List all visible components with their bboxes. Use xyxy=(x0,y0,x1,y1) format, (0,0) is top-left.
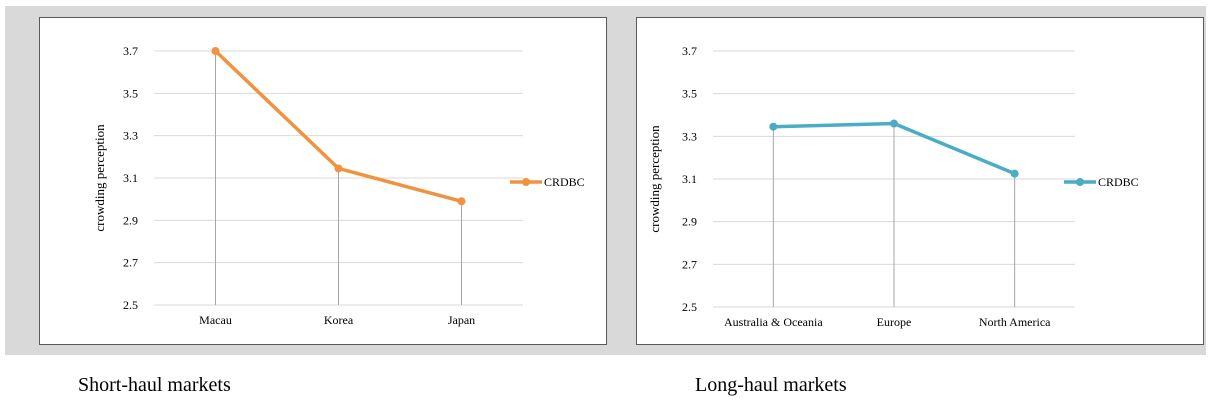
data-point xyxy=(890,119,898,128)
short-haul-caption: Short-haul markets xyxy=(78,374,231,396)
y-tick-label: 3.7 xyxy=(123,44,138,58)
y-tick-label: 3.1 xyxy=(123,171,138,185)
long-haul-chart-svg: 2.5 2.7 2.9 3.1 3.3 3.5 3.7 crowding perception… xyxy=(647,44,1139,329)
y-tick-label: 3.5 xyxy=(682,87,697,101)
y-tick-label: 2.9 xyxy=(682,215,697,229)
x-tick-label: North America xyxy=(979,315,1051,329)
long-haul-caption: Long-haul markets xyxy=(695,374,847,396)
y-tick-label: 3.3 xyxy=(682,129,697,143)
y-axis-label: crowding perception xyxy=(647,125,662,233)
short-haul-chart: 2.5 2.7 2.9 3.1 3.3 3.5 3.7 crowding perception… xyxy=(39,17,607,345)
y-tick-label: 2.5 xyxy=(682,300,697,314)
short-haul-chart-svg: 2.5 2.7 2.9 3.1 3.3 3.5 3.7 crowding perception… xyxy=(92,44,585,327)
x-tick-label: Europe xyxy=(877,315,912,329)
legend-marker xyxy=(522,178,530,186)
data-point xyxy=(1010,169,1019,178)
data-point xyxy=(211,47,220,55)
x-tick-label: Macau xyxy=(199,313,232,327)
y-tick-label: 3.1 xyxy=(682,172,697,186)
y-tick-label: 3.7 xyxy=(682,44,697,58)
x-tick-label: Japan xyxy=(448,313,475,327)
long-haul-chart: 2.5 2.7 2.9 3.1 3.3 3.5 3.7 crowding perception… xyxy=(636,17,1204,345)
data-point xyxy=(457,197,466,206)
y-tick-label: 2.7 xyxy=(682,257,697,271)
data-point xyxy=(769,122,778,131)
y-axis-label: crowding perception xyxy=(92,124,107,232)
legend-marker xyxy=(1076,178,1084,186)
x-tick-label: Korea xyxy=(324,313,354,327)
legend-label: CRDBC xyxy=(544,175,585,189)
y-tick-label: 2.5 xyxy=(123,298,138,312)
data-point xyxy=(334,164,343,173)
y-tick-label: 2.9 xyxy=(123,213,138,227)
x-tick-label: Australia & Oceania xyxy=(724,315,823,329)
y-tick-label: 2.7 xyxy=(123,256,138,270)
y-tick-label: 3.5 xyxy=(123,86,138,100)
legend-label: CRDBC xyxy=(1098,175,1139,189)
y-tick-label: 3.3 xyxy=(123,129,138,143)
